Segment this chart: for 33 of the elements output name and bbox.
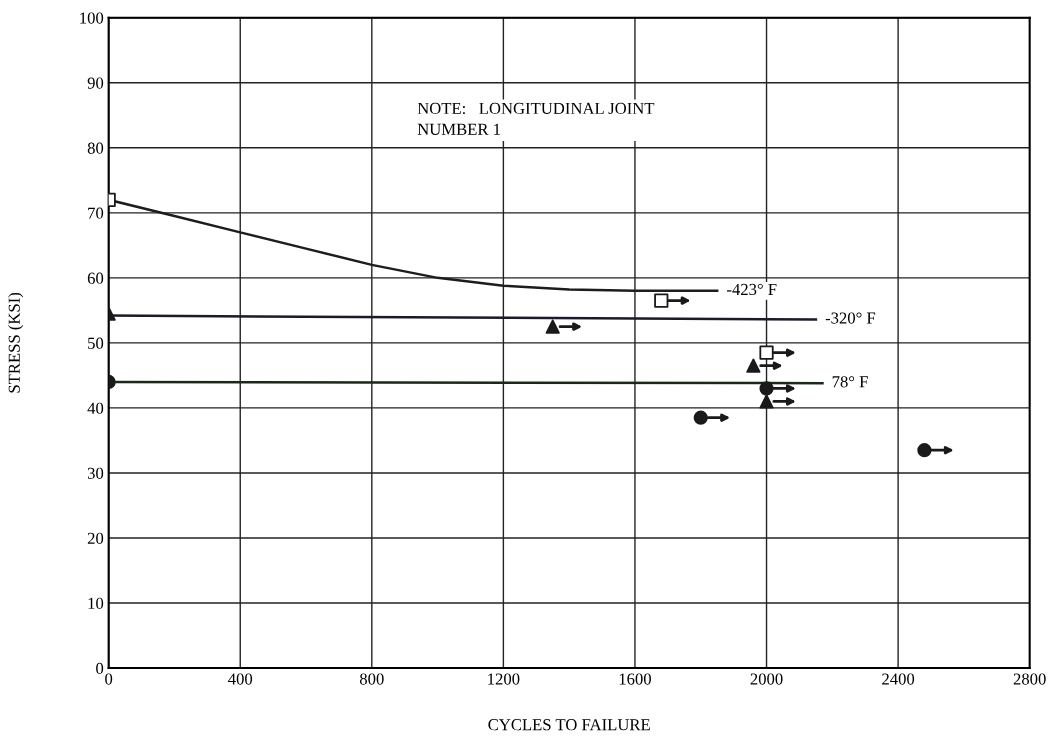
annotation: NOTE: LONGITUDINAL JOINT NUMBER 1 <box>417 102 655 135</box>
point <box>693 410 708 425</box>
x-tick-label: 400 <box>228 673 253 685</box>
y-tick-label: 80 <box>87 142 104 154</box>
point <box>917 443 932 458</box>
x-tick-label: 1200 <box>488 673 520 685</box>
legend-label: -423° F <box>727 283 777 296</box>
x-tick-label: 2400 <box>882 673 915 685</box>
point <box>545 319 560 334</box>
x-tick-label: 800 <box>359 673 384 685</box>
y-tick-label: 90 <box>87 77 104 89</box>
x-tick-label: 2800 <box>1013 673 1046 685</box>
y-tick-label: 10 <box>88 597 104 609</box>
y-tick-label: 100 <box>80 12 104 24</box>
point <box>654 293 669 308</box>
y-tick-label: 70 <box>88 207 104 219</box>
x-tick-label: 1600 <box>619 673 651 685</box>
point <box>746 358 761 373</box>
x-axis-title: CYCLES TO FAILURE <box>488 719 650 731</box>
y-tick-label: 60 <box>87 272 104 284</box>
point <box>759 345 774 360</box>
series-label: -320° F <box>825 312 876 324</box>
y-tick-label: 40 <box>87 402 104 414</box>
y-tick-label: 30 <box>87 467 104 479</box>
y-tick-label: 0 <box>96 662 104 674</box>
point <box>759 394 774 409</box>
legend-label: 78° F <box>832 376 868 388</box>
x-tick-label: 2000 <box>750 673 783 685</box>
y-axis-title: STRESS (KSI) <box>8 292 24 393</box>
y-tick-label: 50 <box>88 337 104 349</box>
y-tick-label: 20 <box>87 532 104 544</box>
x-tick-label: 0 <box>105 673 113 685</box>
point <box>759 381 774 396</box>
